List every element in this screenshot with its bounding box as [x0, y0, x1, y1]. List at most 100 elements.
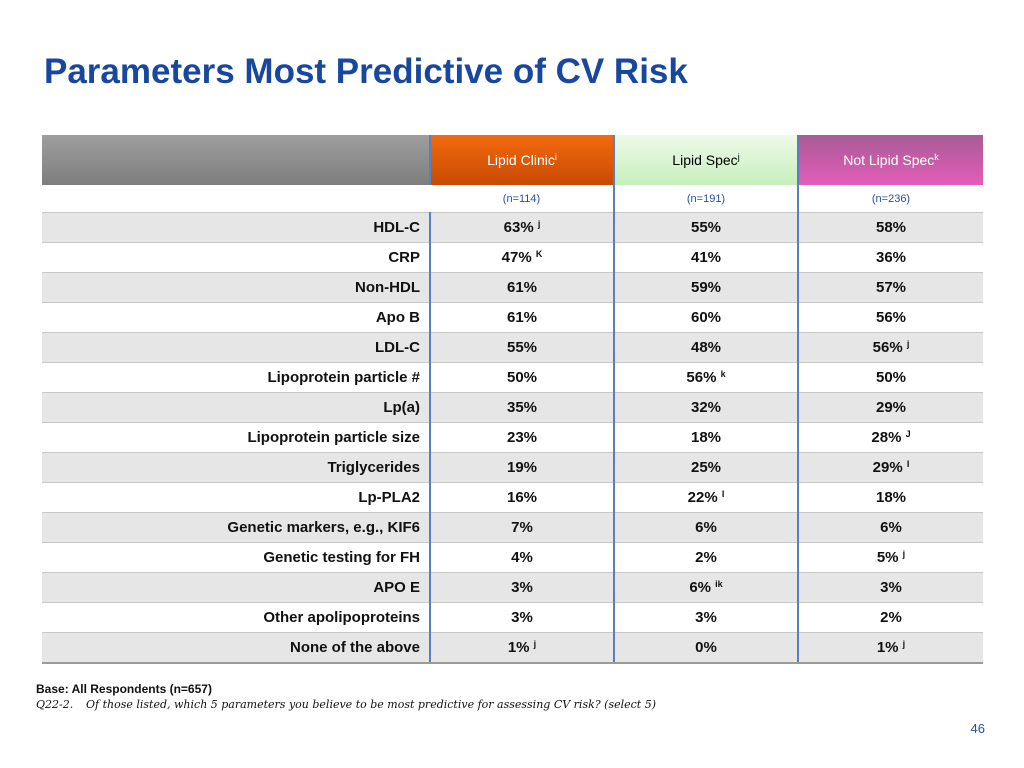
- value-text: 32%: [690, 399, 722, 416]
- value-text: 61%: [506, 309, 538, 326]
- significance-marker: j: [533, 639, 537, 649]
- significance-marker: j: [537, 219, 541, 229]
- value-text: 59%: [690, 279, 722, 296]
- value-cell-lipid-spec: 60%: [614, 302, 799, 333]
- value-text: 4%: [511, 549, 533, 566]
- value-cell-lipid-spec: 55%: [614, 212, 799, 243]
- row-label: Genetic testing for FH: [42, 542, 431, 573]
- value-text: 23%: [506, 429, 538, 446]
- value-cell-lipid-clinic: 4%: [430, 542, 615, 573]
- value-cell-not-lipid-spec: 29%: [798, 392, 983, 423]
- sample-size-not-lipid-spec: (n=236): [798, 185, 983, 213]
- value-text: 2%: [880, 609, 902, 626]
- value-text: 36%: [875, 249, 907, 266]
- value-text: 7%: [511, 519, 533, 536]
- value-cell-lipid-spec: 2%: [614, 542, 799, 573]
- base-note: Base: All Respondents (n=657): [36, 682, 212, 696]
- row-label: Lp-PLA2: [42, 482, 431, 513]
- value-text: 50%: [875, 369, 907, 386]
- row-label: None of the above: [42, 632, 431, 664]
- column-header-lipid-clinic: Lipid Clinici: [430, 135, 615, 185]
- value-cell-lipid-clinic: 55%: [430, 332, 615, 363]
- table-row: Genetic markers, e.g., KIF6 7% 6% 6%: [42, 512, 983, 543]
- value-text: 47%: [501, 249, 532, 266]
- significance-marker: ik: [715, 579, 723, 589]
- value-text: 29%: [875, 399, 907, 416]
- question-text: Of those listed, which 5 parameters you …: [86, 698, 656, 711]
- row-label: Apo B: [42, 302, 431, 333]
- value-cell-lipid-spec: 32%: [614, 392, 799, 423]
- value-cell-lipid-clinic: 19%: [430, 452, 615, 483]
- row-label: Genetic markers, e.g., KIF6: [42, 512, 431, 543]
- value-text: 3%: [511, 579, 533, 596]
- table-row: Apo B 61% 60% 56%: [42, 302, 983, 333]
- value-cell-lipid-clinic: 63% j: [430, 212, 615, 243]
- value-cell-lipid-spec: 3%: [614, 602, 799, 633]
- value-cell-lipid-clinic: 3%: [430, 602, 615, 633]
- value-text: 56%: [875, 309, 907, 326]
- value-cell-lipid-spec: 59%: [614, 272, 799, 303]
- value-text: 41%: [690, 249, 722, 266]
- value-text: 16%: [506, 489, 538, 506]
- page-title: Parameters Most Predictive of CV Risk: [44, 52, 688, 91]
- value-cell-lipid-spec: 56% k: [614, 362, 799, 393]
- results-table: Lipid Clinici Lipid Specj Not Lipid Spec…: [42, 135, 983, 664]
- sample-size-blank-cell: [42, 185, 430, 213]
- value-cell-lipid-clinic: 1% j: [430, 632, 615, 664]
- value-text: 18%: [690, 429, 722, 446]
- value-text: 1%: [876, 639, 899, 656]
- row-label: Triglycerides: [42, 452, 431, 483]
- row-label: Lipoprotein particle #: [42, 362, 431, 393]
- table-row: None of the above 1% j 0% 1% j: [42, 632, 983, 664]
- page-number: 46: [970, 721, 985, 736]
- table-row: HDL-C 63% j 55% 58%: [42, 212, 983, 243]
- value-text: 63%: [503, 219, 534, 236]
- significance-marker: k: [720, 369, 726, 379]
- table-row: LDL-C 55% 48% 56% j: [42, 332, 983, 363]
- value-cell-lipid-clinic: 35%: [430, 392, 615, 423]
- value-text: 60%: [690, 309, 722, 326]
- significance-marker: j: [902, 639, 906, 649]
- value-text: 2%: [695, 549, 717, 566]
- table-row: Triglycerides 19% 25% 29% I: [42, 452, 983, 483]
- table-row: Genetic testing for FH 4% 2% 5% j: [42, 542, 983, 573]
- value-cell-lipid-spec: 22% I: [614, 482, 799, 513]
- value-cell-lipid-spec: 18%: [614, 422, 799, 453]
- value-cell-lipid-clinic: 61%: [430, 302, 615, 333]
- table-row: APO E 3% 6% ik 3%: [42, 572, 983, 603]
- value-cell-not-lipid-spec: 6%: [798, 512, 983, 543]
- value-text: 19%: [506, 459, 538, 476]
- significance-marker: j: [902, 549, 906, 559]
- question-note: Q22-2. Of those listed, which 5 parameter…: [36, 698, 656, 711]
- value-text: 56%: [686, 369, 717, 386]
- row-label: Lipoprotein particle size: [42, 422, 431, 453]
- value-cell-lipid-clinic: 50%: [430, 362, 615, 393]
- table-row: Lp-PLA2 16% 22% I 18%: [42, 482, 983, 513]
- row-label: Other apolipoproteins: [42, 602, 431, 633]
- value-text: 3%: [880, 579, 902, 596]
- significance-marker: I: [906, 459, 910, 469]
- row-label: LDL-C: [42, 332, 431, 363]
- value-cell-lipid-spec: 6% ik: [614, 572, 799, 603]
- value-text: 57%: [875, 279, 907, 296]
- value-text: 29%: [872, 459, 903, 476]
- table-row: Lipoprotein particle # 50% 56% k 50%: [42, 362, 983, 393]
- value-text: 55%: [690, 219, 722, 236]
- value-text: 6%: [689, 579, 711, 596]
- value-cell-not-lipid-spec: 18%: [798, 482, 983, 513]
- value-text: 58%: [875, 219, 907, 236]
- row-label: Non-HDL: [42, 272, 431, 303]
- value-text: 61%: [506, 279, 538, 296]
- value-cell-not-lipid-spec: 5% j: [798, 542, 983, 573]
- question-number: Q22-2.: [36, 698, 74, 711]
- value-text: 3%: [511, 609, 533, 626]
- value-text: 6%: [695, 519, 717, 536]
- row-label: HDL-C: [42, 212, 431, 243]
- value-text: 56%: [872, 339, 903, 356]
- value-cell-lipid-clinic: 23%: [430, 422, 615, 453]
- value-text: 28%: [871, 429, 902, 446]
- sample-size-lipid-spec: (n=191): [614, 185, 799, 213]
- value-text: 48%: [690, 339, 722, 356]
- value-text: 6%: [880, 519, 902, 536]
- value-cell-lipid-spec: 41%: [614, 242, 799, 273]
